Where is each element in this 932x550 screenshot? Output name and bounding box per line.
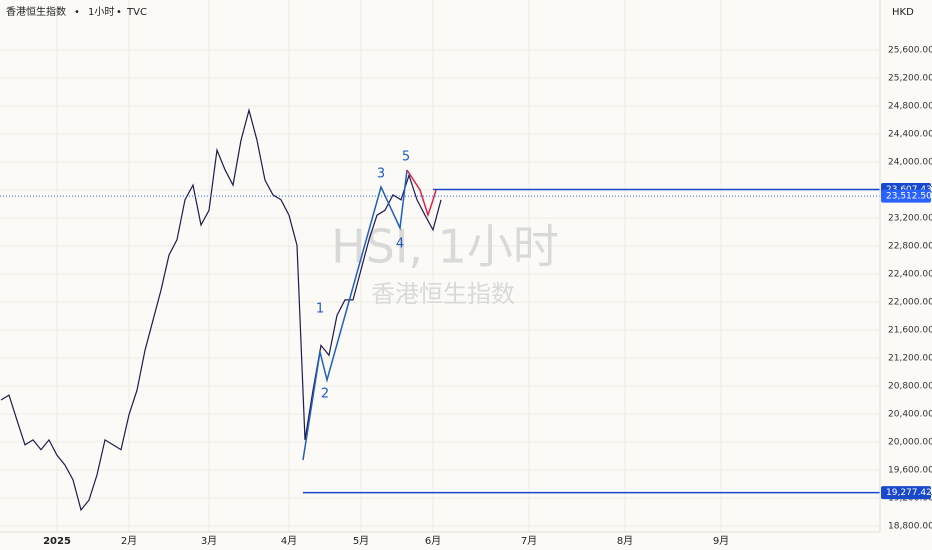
x-tick-label: 3月: [201, 535, 217, 547]
y-tick-label: 21,200.00: [888, 354, 932, 364]
x-tick-label: 6月: [425, 535, 441, 547]
wave-label: 3: [377, 167, 385, 182]
x-tick-label: 9月: [713, 535, 729, 547]
wave-label: 1: [316, 302, 324, 317]
y-tick-label: 23,200.00: [888, 214, 932, 224]
y-tick-label: 19,600.00: [888, 466, 932, 476]
symbol: 香港恒生指数: [6, 5, 66, 18]
plot: [0, 107, 880, 512]
y-tick-label: 24,400.00: [888, 130, 932, 140]
y-tick-label: 24,800.00: [888, 102, 932, 112]
y-tick-label: 21,600.00: [888, 326, 932, 336]
y-tick-label: 20,400.00: [888, 410, 932, 420]
wave-label: 5: [402, 150, 410, 165]
level-label: 19,277.42: [886, 488, 932, 498]
x-tick-label: 2月: [121, 535, 137, 547]
x-tick-label: 2025: [43, 536, 71, 547]
level-label-box: [881, 486, 931, 500]
last-price-box: [881, 189, 931, 203]
watermark-subtitle: 香港恒生指数: [371, 280, 515, 308]
axes: 18,800.0019,200.0019,600.0020,000.0020,4…: [43, 46, 932, 548]
last-price-label: 23,512.50: [886, 192, 932, 202]
x-tick-label: 7月: [521, 535, 537, 547]
y-tick-label: 25,600.00: [888, 46, 932, 56]
x-tick-label: 5月: [353, 535, 369, 547]
wave-label: 2: [321, 387, 329, 402]
separator: •: [116, 7, 122, 18]
price-line: [0, 107, 442, 512]
y-tick-label: 22,800.00: [888, 242, 932, 252]
y-tick-label: 18,800.00: [888, 522, 932, 532]
y-tick-label: 22,000.00: [888, 298, 932, 308]
y-tick-label: 25,200.00: [888, 74, 932, 84]
wave-label: 4: [396, 237, 404, 252]
x-tick-label: 8月: [617, 535, 633, 547]
correction-line: [406, 169, 437, 218]
x-tick-label: 4月: [281, 535, 297, 547]
y-tick-label: 24,000.00: [888, 158, 932, 168]
separator: •: [74, 7, 80, 18]
y-tick-label: 20,800.00: [888, 382, 932, 392]
currency: HKD: [892, 7, 914, 18]
source: TVC: [126, 7, 147, 18]
y-tick-label: 22,400.00: [888, 270, 932, 280]
wave-line: [302, 169, 408, 461]
interval: 1小时: [88, 6, 114, 18]
y-tick-label: 20,000.00: [888, 438, 932, 448]
watermark-title: HSI, 1小时: [331, 220, 559, 274]
